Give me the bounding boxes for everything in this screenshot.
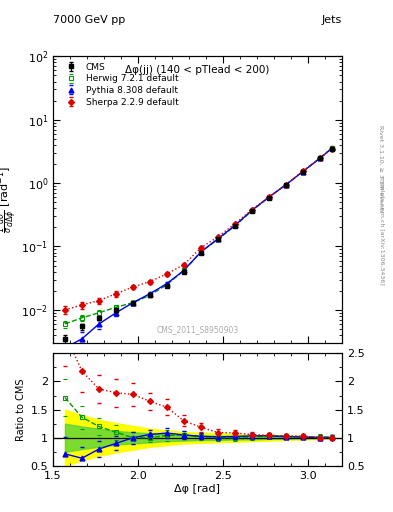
Text: Δφ(jj) (140 < pTlead < 200): Δφ(jj) (140 < pTlead < 200)	[125, 65, 270, 75]
Text: mcplots.cern.ch [arXiv:1306.3436]: mcplots.cern.ch [arXiv:1306.3436]	[379, 176, 384, 285]
X-axis label: Δφ [rad]: Δφ [rad]	[174, 483, 220, 494]
Text: CMS_2011_S8950903: CMS_2011_S8950903	[156, 326, 239, 334]
Y-axis label: Ratio to CMS: Ratio to CMS	[17, 378, 26, 441]
Text: Rivet 3.1.10, ≥ 3.2M events: Rivet 3.1.10, ≥ 3.2M events	[379, 125, 384, 213]
Legend: CMS, Herwig 7.2.1 default, Pythia 8.308 default, Sherpa 2.2.9 default: CMS, Herwig 7.2.1 default, Pythia 8.308 …	[57, 61, 180, 109]
Text: 7000 GeV pp: 7000 GeV pp	[53, 15, 125, 26]
Y-axis label: $\frac{1}{\sigma}\frac{d\sigma}{d\Delta\phi}$ [rad$^{-1}$]: $\frac{1}{\sigma}\frac{d\sigma}{d\Delta\…	[0, 166, 20, 233]
Text: Jets: Jets	[321, 15, 342, 26]
